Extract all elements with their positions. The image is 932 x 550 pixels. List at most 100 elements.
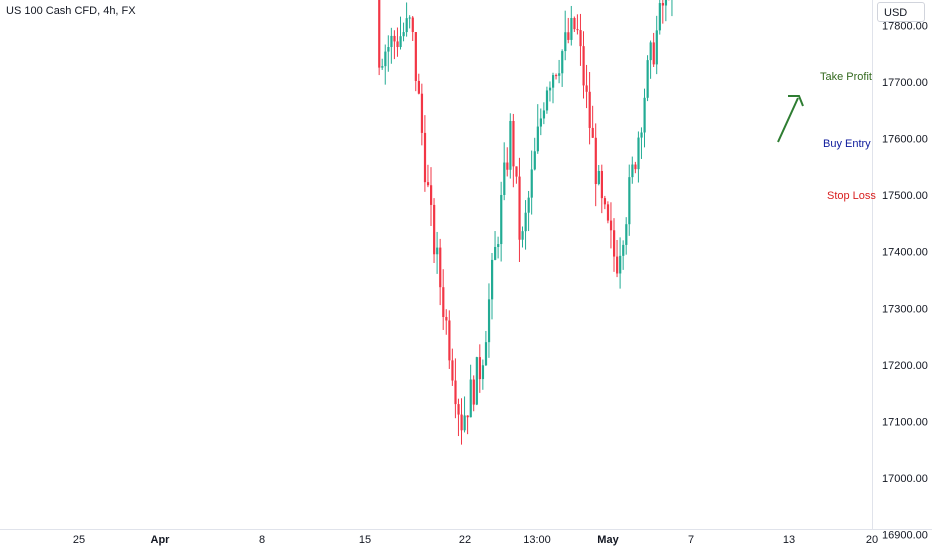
y-tick-label: 17300.00 xyxy=(882,303,928,315)
x-tick-label: 22 xyxy=(459,534,471,546)
candle-body xyxy=(387,47,390,52)
candle-body xyxy=(631,164,634,178)
currency-button[interactable]: USD xyxy=(877,2,925,22)
candle-body xyxy=(475,357,478,405)
candle-body xyxy=(542,110,546,119)
candle-body xyxy=(426,182,430,186)
candle-body xyxy=(628,177,631,225)
candle-body xyxy=(591,127,594,138)
y-tick-label: 16900.00 xyxy=(882,530,928,542)
candle-body xyxy=(472,379,475,405)
candle-body xyxy=(494,246,497,260)
target-arrow-head xyxy=(788,95,804,107)
candle-body xyxy=(457,404,460,415)
candle-body xyxy=(487,299,491,343)
candle-body xyxy=(524,212,527,232)
x-tick-label: 8 xyxy=(259,534,265,546)
y-tick-label: 17600.00 xyxy=(882,134,928,146)
candle-body xyxy=(649,42,652,61)
candle-body xyxy=(454,380,457,405)
buy-entry-label: Buy Entry xyxy=(823,138,871,150)
candle-body xyxy=(414,32,417,81)
y-tick-label: 17200.00 xyxy=(882,360,928,372)
candle-body xyxy=(637,137,640,170)
candle-body xyxy=(393,35,396,42)
candle-body xyxy=(430,185,433,205)
x-tick-label: 20 xyxy=(866,534,878,546)
y-tick-label: 17800.00 xyxy=(882,20,928,32)
x-tick-label: 15 xyxy=(359,534,371,546)
y-tick-label: 17000.00 xyxy=(882,473,928,485)
candle-body xyxy=(527,197,530,213)
candle-body xyxy=(567,32,570,40)
candle-body xyxy=(399,36,402,48)
candle-body xyxy=(506,162,509,170)
candle-body xyxy=(646,60,649,98)
candle-body xyxy=(503,162,506,195)
candle-body xyxy=(643,97,646,133)
candle-body xyxy=(396,41,399,48)
candle-body xyxy=(478,357,481,380)
x-tick-label: May xyxy=(597,534,619,546)
symbol-title: US 100 Cash CFD, 4h, FX xyxy=(6,5,136,17)
candle-body xyxy=(564,32,567,52)
candle-body xyxy=(570,17,573,40)
candle-body xyxy=(512,120,515,167)
candle-body xyxy=(640,132,643,138)
x-tick-label: 7 xyxy=(688,534,694,546)
candle-body xyxy=(481,365,485,380)
candle-body xyxy=(558,73,561,76)
candle-body xyxy=(603,198,607,205)
candle-body xyxy=(539,118,542,127)
candle-body xyxy=(552,75,555,88)
candle-body xyxy=(518,176,521,240)
candle-body xyxy=(491,259,494,300)
candle-body xyxy=(622,244,625,256)
candle-body xyxy=(548,87,552,91)
candle-body xyxy=(433,204,436,255)
candle-body xyxy=(445,316,448,321)
candle-body xyxy=(402,32,405,37)
candle-body xyxy=(381,66,384,68)
candle-body xyxy=(600,170,603,199)
candle-body xyxy=(597,170,600,185)
candle-body xyxy=(500,194,503,245)
candle-body xyxy=(420,93,424,133)
y-tick-label: 17700.00 xyxy=(882,77,928,89)
y-tick-label: 17500.00 xyxy=(882,190,928,202)
candle-body xyxy=(466,415,469,418)
candle-body xyxy=(442,287,445,317)
candle-body xyxy=(423,132,427,183)
candle-body xyxy=(579,30,582,47)
candle-body xyxy=(497,244,500,247)
candle-body xyxy=(408,17,411,19)
candle-body xyxy=(463,415,466,431)
candle-body xyxy=(390,35,393,48)
candle-body xyxy=(378,0,381,68)
candle-body xyxy=(661,3,664,6)
candle-body xyxy=(417,80,420,94)
x-tick-label: Apr xyxy=(151,534,171,546)
candle-body xyxy=(530,169,533,198)
y-tick-label: 17400.00 xyxy=(882,247,928,259)
candle-body xyxy=(588,91,591,128)
x-tick-label: 13 xyxy=(783,534,795,546)
stop-loss-label: Stop Loss xyxy=(827,190,876,202)
candle-body xyxy=(555,75,558,77)
candle-body xyxy=(436,247,439,255)
candle-body xyxy=(585,85,588,92)
candle-body xyxy=(625,224,628,245)
candle-body xyxy=(606,204,610,221)
candle-body xyxy=(664,0,668,6)
candle-body xyxy=(384,51,387,67)
candle-body xyxy=(576,29,579,31)
candle-body xyxy=(655,30,658,65)
take-profit-label: Take Profit xyxy=(820,71,872,83)
candle-body xyxy=(582,46,585,86)
candle-body xyxy=(533,151,536,170)
candle-body xyxy=(619,255,622,274)
candle-body xyxy=(484,342,488,366)
candle-body xyxy=(405,18,408,33)
target-arrow-shaft xyxy=(777,97,799,143)
